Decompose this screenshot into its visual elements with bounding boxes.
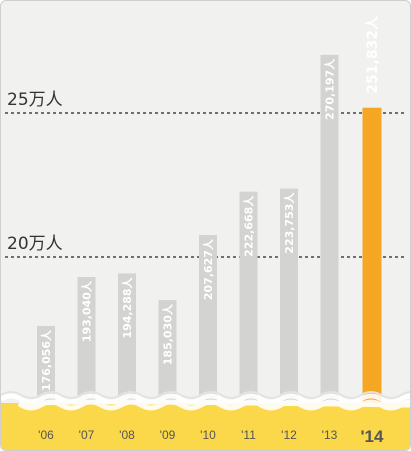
bar [320,54,339,403]
category-label: '12 [281,428,297,442]
bar-value-label: 270,197人 [323,58,337,120]
bar [362,107,382,403]
category-label: '08 [119,428,135,442]
axis-band-fill [1,403,410,450]
axis-band [1,403,410,450]
bar [280,188,298,403]
bar-value-label: 207,627人 [201,238,215,300]
bar-value-label: 222,668人 [242,195,256,257]
bars [37,54,382,403]
bar-value-label: 176,056人 [39,329,53,391]
reference-lines: 25万人 20万人 [5,90,406,258]
bar [118,273,136,403]
bar [77,277,96,403]
category-label: '06 [38,428,54,442]
bar-value-label: 194,288人 [120,276,134,338]
bar-value-label: 223,753人 [282,192,296,254]
bar [239,191,258,403]
axis-break-wave-line [1,393,410,411]
category-label: '09 [160,428,176,442]
bar-value-label: 185,030人 [161,303,175,365]
bar [158,300,177,403]
reference-line-label: 20万人 [7,234,63,254]
bar [199,235,217,403]
category-label: '07 [79,428,95,442]
category-label: '11 [241,428,256,442]
bar-value-label: 193,040人 [80,280,94,342]
category-label: '14 [361,427,384,446]
reference-line-label: 25万人 [7,90,63,110]
category-labels: '06 '07 '08 '09 '10 '11 '12 '13 '14 [38,427,384,446]
category-label: '10 [200,428,216,442]
bar [37,325,55,403]
value-labels: 176,056人 193,040人 194,288人 185,030人 207,627人… [39,15,381,391]
axis-break-wave [1,391,410,411]
bar-value-label: 251,832人 [364,15,381,94]
category-label: '13 [322,428,338,442]
axis-break-wave-line [1,391,410,399]
